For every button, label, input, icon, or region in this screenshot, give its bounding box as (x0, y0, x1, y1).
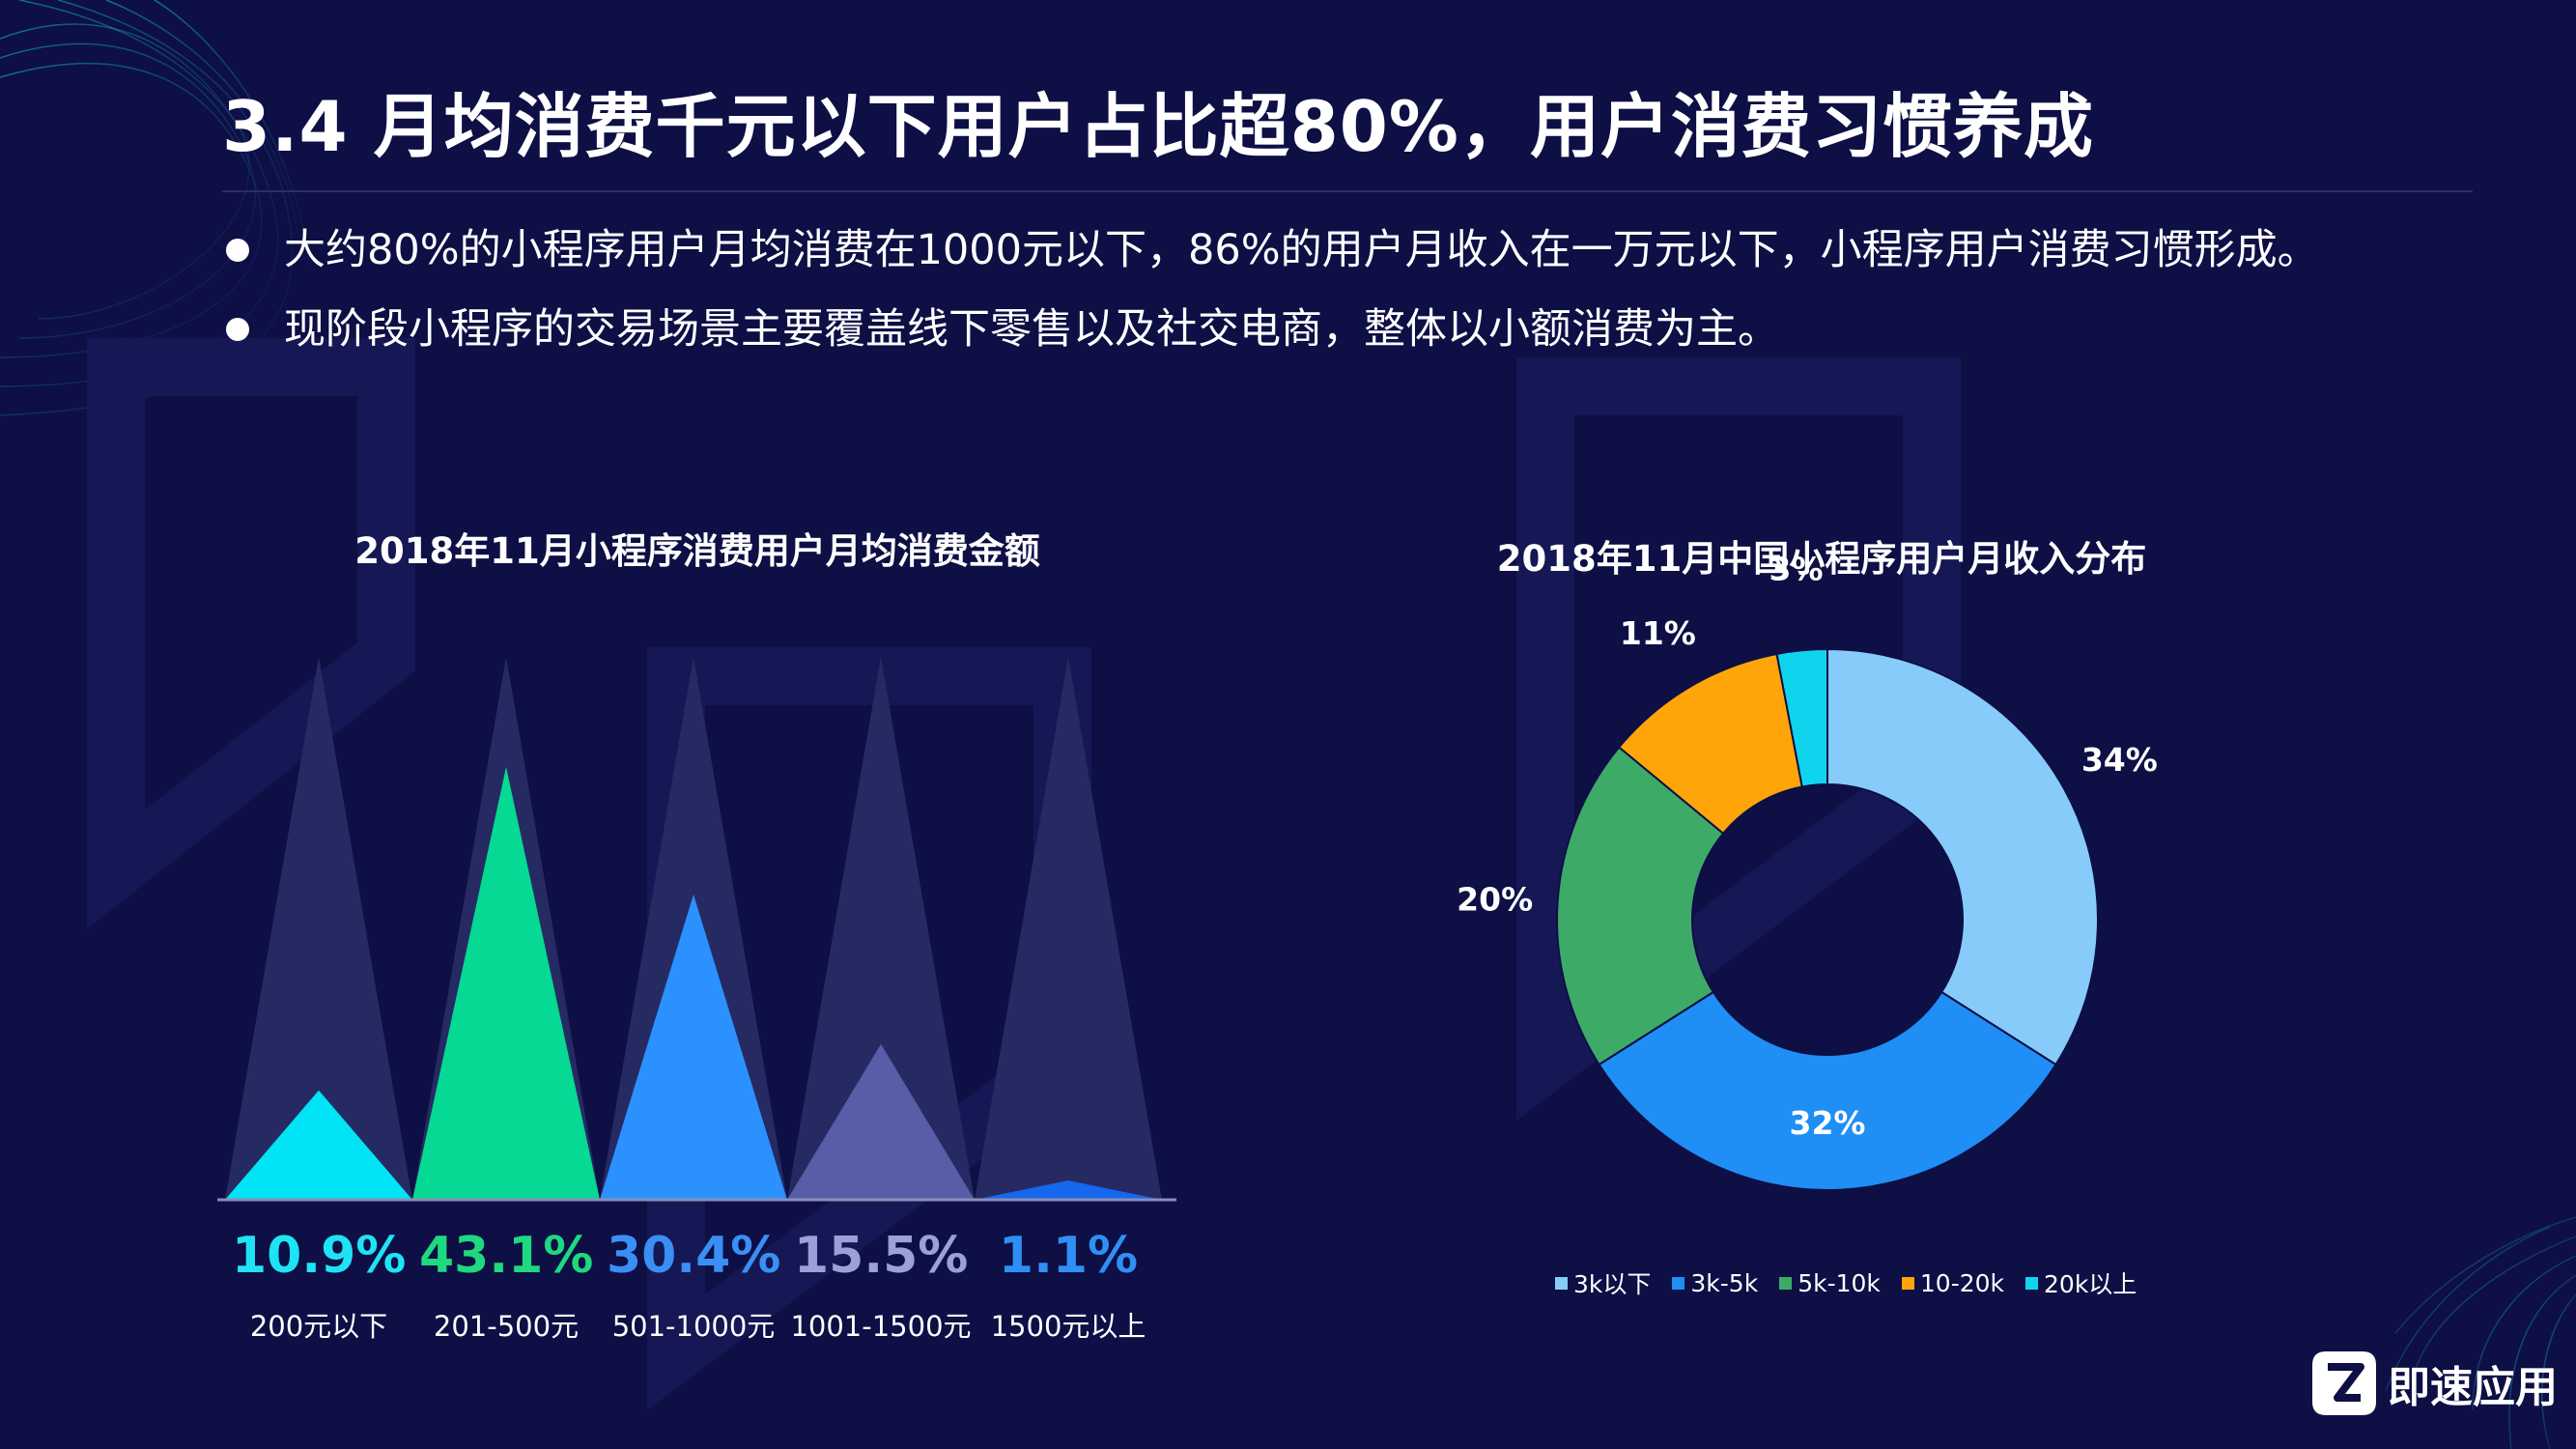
legend-swatch-icon (1672, 1276, 1685, 1290)
legend-swatch-icon (1901, 1276, 1914, 1290)
legend-label: 5k-10k (1798, 1268, 1881, 1297)
bar-value-label: 30.4% (607, 1227, 781, 1285)
legend-swatch-icon (1779, 1276, 1793, 1290)
spending-chart-title: 2018年11月小程序消费用户月均消费金额 (354, 530, 1040, 572)
bar-category-label: 1500元以上 (990, 1310, 1146, 1343)
bullet-list: 大约80%的小程序用户月均消费在1000元以下，86%的用户月收入在一万元以下，… (222, 211, 2319, 369)
donut-slice-3 (1556, 746, 1725, 1066)
bar-5 (975, 1180, 1162, 1200)
legend-item: 3k-5k (1672, 1265, 1758, 1300)
donut-slice-2 (1598, 990, 2057, 1191)
page-title: 3.4 月均消费千元以下用户占比超80%，用户消费习惯养成 (222, 86, 2094, 167)
bullet-text: 大约80%的小程序用户月均消费在1000元以下，86%的用户月收入在一万元以下，… (284, 226, 2319, 274)
bar-4 (787, 1043, 975, 1200)
legend-item: 5k-10k (1779, 1265, 1881, 1300)
bullet-dot-icon (226, 239, 249, 262)
brand-logo: 即速应用 (2308, 1348, 2558, 1419)
legend-label: 10-20k (1919, 1268, 2005, 1297)
bar-value-label: 10.9% (232, 1227, 407, 1285)
bar-value-label: 15.5% (794, 1227, 969, 1285)
donut-value-label: 32% (1790, 1104, 1866, 1142)
legend-item: 20k以上 (2025, 1265, 2137, 1300)
bar-category-label: 501-1000元 (611, 1310, 776, 1343)
legend-item: 10-20k (1901, 1265, 2005, 1300)
donut-slice-5 (1775, 647, 1828, 788)
bar-3 (600, 895, 787, 1200)
logo-mark-icon (2312, 1351, 2376, 1415)
bullet-item: 现阶段小程序的交易场景主要覆盖线下零售以及社交电商，整体以小额消费为主。 (222, 290, 2319, 369)
income-chart-title: 2018年11月中国小程序用户月收入分布 (1496, 538, 2147, 580)
income-chart-legend: 3k以下 3k-5k 5k-10k 10-20k 20k以上 (1555, 1265, 2137, 1300)
donut-value-label: 34% (2081, 741, 2158, 779)
bar-value-label: 43.1% (419, 1227, 594, 1285)
donut-slice-1 (1826, 647, 2099, 1066)
bar-background-triangle (975, 657, 1162, 1200)
bar-value-label: 1.1% (998, 1227, 1139, 1285)
legend-label: 3k以下 (1573, 1270, 1652, 1298)
donut-value-label: 11% (1620, 614, 1696, 652)
donut-value-label: 3% (1769, 551, 1824, 588)
bar-category-label: 200元以下 (249, 1310, 388, 1343)
bar-background-triangle (225, 657, 412, 1200)
donut-value-label: 20% (1457, 880, 1533, 918)
bar-category-label: 201-500元 (433, 1310, 580, 1343)
logo-text: 即速应用 (2388, 1363, 2558, 1412)
top-left-wave-icon (0, 0, 310, 416)
legend-item: 3k以下 (1555, 1265, 1651, 1300)
legend-label: 20k以上 (2044, 1270, 2137, 1298)
bar-category-label: 1001-1500元 (790, 1310, 972, 1343)
title-divider (222, 190, 2473, 192)
legend-swatch-icon (1555, 1276, 1568, 1290)
legend-swatch-icon (2025, 1276, 2039, 1290)
bullet-item: 大约80%的小程序用户月均消费在1000元以下，86%的用户月收入在一万元以下，… (222, 211, 2319, 290)
bar-2 (412, 767, 600, 1200)
bottom-right-wave-icon (2385, 1216, 2576, 1449)
legend-label: 3k-5k (1690, 1268, 1759, 1297)
bar-background-triangle (787, 657, 975, 1200)
bullet-dot-icon (226, 318, 249, 341)
bar-1 (225, 1090, 412, 1200)
bullet-text: 现阶段小程序的交易场景主要覆盖线下零售以及社交电商，整体以小额消费为主。 (284, 305, 1779, 354)
